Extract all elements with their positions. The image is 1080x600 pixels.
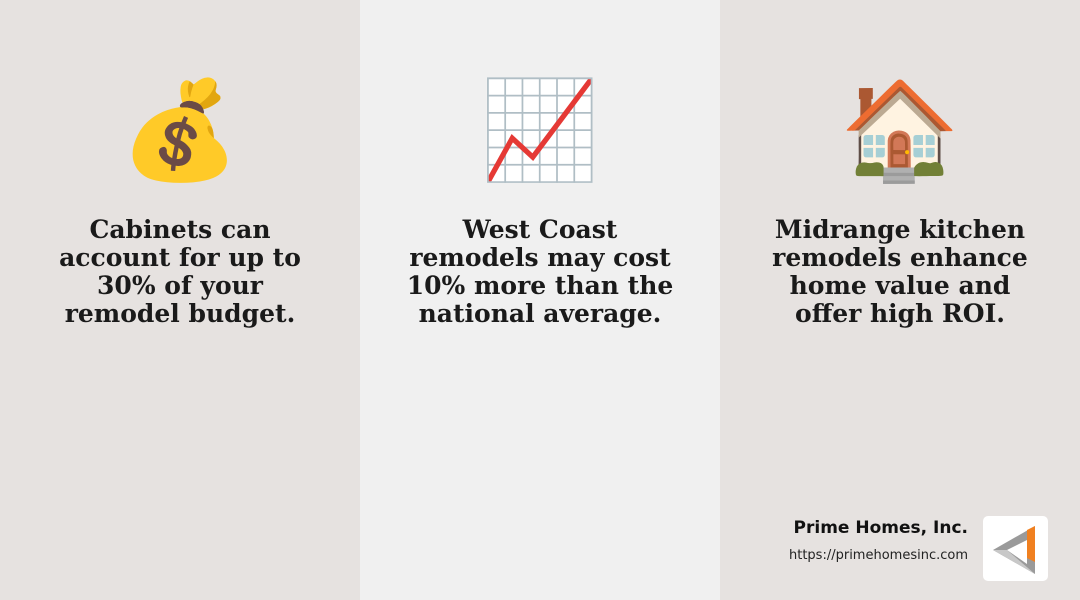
stat-panel-roi: 🏠 Midrange kitchen remodels enhance home… [720, 0, 1080, 600]
stat-text: West Coast remodels may cost 10% more th… [406, 215, 674, 328]
house-icon: 🏠 [840, 74, 960, 186]
brand-url[interactable]: https://primehomesinc.com [789, 548, 968, 563]
money-bag-icon: 💰 [120, 74, 240, 186]
brand-name: Prime Homes, Inc. [793, 518, 968, 538]
stat-panel-west-coast: 📈 West Coast remodels may cost 10% more … [360, 0, 720, 600]
stat-panel-cabinets: 💰 Cabinets can account for up to 30% of … [0, 0, 360, 600]
chart-increasing-icon: 📈 [480, 74, 600, 186]
stat-text: Cabinets can account for up to 30% of yo… [59, 215, 301, 328]
stat-text: Midrange kitchen remodels enhance home v… [772, 215, 1028, 328]
brand-block: Prime Homes, Inc. https://primehomesinc.… [789, 518, 968, 563]
brand-logo [983, 516, 1048, 581]
